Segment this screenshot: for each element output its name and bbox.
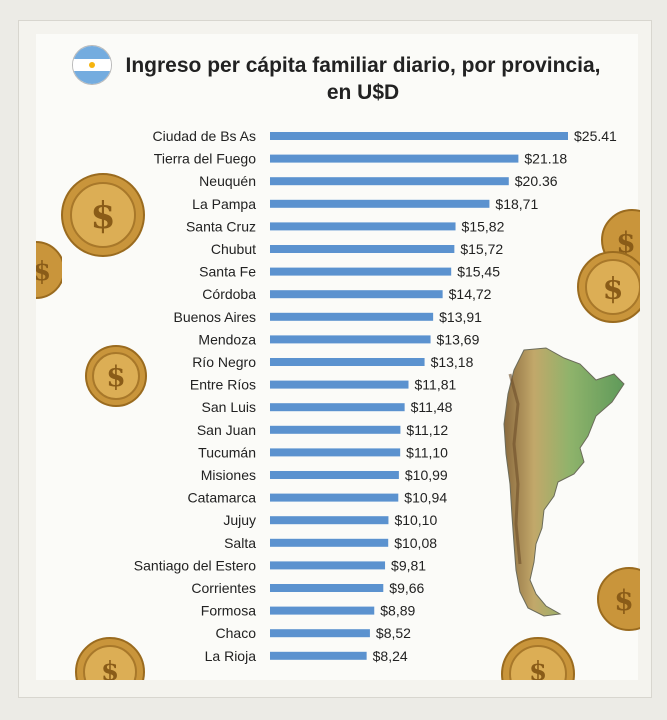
value-label: $13,18 — [431, 354, 474, 370]
category-label: Santiago del Estero — [134, 557, 256, 573]
value-label: $10,94 — [404, 490, 447, 506]
category-label: Córdoba — [202, 286, 256, 302]
dollar-coin-icon: $ — [61, 173, 145, 257]
value-label: $13,91 — [439, 309, 482, 325]
svg-text:$: $ — [614, 584, 633, 617]
category-label: Mendoza — [198, 331, 256, 347]
bar — [270, 154, 519, 163]
bar — [270, 132, 568, 140]
category-label: Santa Cruz — [186, 218, 256, 234]
argentina-map-icon — [503, 347, 625, 617]
category-label: Jujuy — [223, 512, 256, 528]
value-label: $8,24 — [373, 648, 408, 664]
value-label: $14,72 — [449, 286, 492, 302]
svg-text:$: $ — [616, 226, 635, 259]
category-label: Salta — [224, 535, 256, 551]
bar — [270, 629, 370, 638]
category-label: Tucumán — [198, 444, 256, 460]
category-label: Santa Fe — [199, 264, 256, 280]
value-label: $9,66 — [389, 580, 424, 596]
dollar-coin-icon: $ — [85, 345, 147, 407]
bar — [270, 290, 443, 299]
value-label: $11,10 — [406, 444, 448, 460]
value-label: $21.18 — [524, 151, 567, 167]
value-label: $25.41 — [574, 128, 617, 144]
bar — [270, 425, 401, 434]
value-label: $10,99 — [405, 467, 448, 483]
title-line-2: en U$D — [326, 81, 400, 104]
bar — [270, 222, 456, 231]
dollar-coin-icon: $ — [597, 567, 640, 631]
value-label: $15,82 — [462, 218, 505, 234]
value-label: $11,48 — [411, 399, 453, 415]
svg-text:$: $ — [36, 257, 51, 287]
title-line-1: Ingreso per cápita familiar diario, por … — [125, 54, 601, 77]
category-label: Formosa — [201, 603, 256, 619]
category-label: Misiones — [201, 467, 256, 483]
bar — [270, 199, 490, 208]
category-label: Ciudad de Bs As — [152, 128, 256, 144]
dollar-coin-icon: $ — [577, 251, 640, 323]
svg-text:$: $ — [90, 195, 115, 237]
category-label: Catamarca — [188, 490, 257, 506]
argentina-flag-icon — [72, 45, 112, 85]
category-label: Tierra del Fuego — [154, 151, 256, 167]
value-label: $10,10 — [394, 512, 437, 528]
value-label: $10,08 — [394, 535, 437, 551]
bar — [270, 561, 386, 570]
category-label: Corrientes — [191, 580, 256, 596]
bar — [270, 335, 431, 344]
bar — [270, 448, 401, 457]
bar — [270, 471, 399, 479]
category-label: Entre Ríos — [190, 377, 256, 393]
category-label: La Rioja — [205, 648, 257, 664]
value-label: $11,12 — [406, 422, 448, 438]
category-label: San Luis — [202, 399, 256, 415]
category-label: Chubut — [211, 241, 256, 257]
value-label: $20.36 — [515, 173, 558, 189]
value-label: $15,45 — [457, 264, 500, 280]
category-label: Neuquén — [199, 173, 256, 189]
category-label: Río Negro — [192, 354, 256, 370]
value-label: $9,81 — [391, 557, 426, 573]
bar — [270, 493, 399, 502]
bar — [270, 538, 389, 547]
svg-text:$: $ — [106, 360, 125, 393]
value-label: $18,71 — [495, 196, 538, 212]
dollar-coin-icon: $ — [36, 241, 62, 299]
dollar-coin-icon: $ — [75, 637, 145, 680]
svg-text:$: $ — [529, 657, 547, 680]
value-label: $11,81 — [415, 377, 457, 393]
bar — [270, 584, 384, 592]
bar — [270, 403, 405, 412]
category-label: La Pampa — [192, 196, 256, 212]
category-label: Chaco — [216, 625, 257, 641]
value-label: $8,89 — [380, 603, 415, 619]
bar — [270, 606, 375, 615]
bar — [270, 651, 367, 660]
category-label: San Juan — [197, 422, 256, 438]
bar — [270, 516, 389, 525]
bar — [270, 312, 434, 321]
bar — [270, 245, 455, 253]
value-label: $8,52 — [376, 625, 411, 641]
bar — [270, 267, 452, 276]
chart-title: Ingreso per cápita familiar diario, por … — [118, 52, 608, 106]
svg-text:$: $ — [101, 657, 119, 680]
value-label: $15,72 — [460, 241, 503, 257]
bar — [270, 380, 409, 389]
svg-text:$: $ — [603, 272, 624, 307]
bar — [270, 177, 509, 186]
value-label: $13,69 — [437, 331, 480, 347]
category-label: Buenos Aires — [174, 309, 257, 325]
bar — [270, 358, 425, 366]
dollar-coin-icon: $ — [501, 637, 575, 680]
